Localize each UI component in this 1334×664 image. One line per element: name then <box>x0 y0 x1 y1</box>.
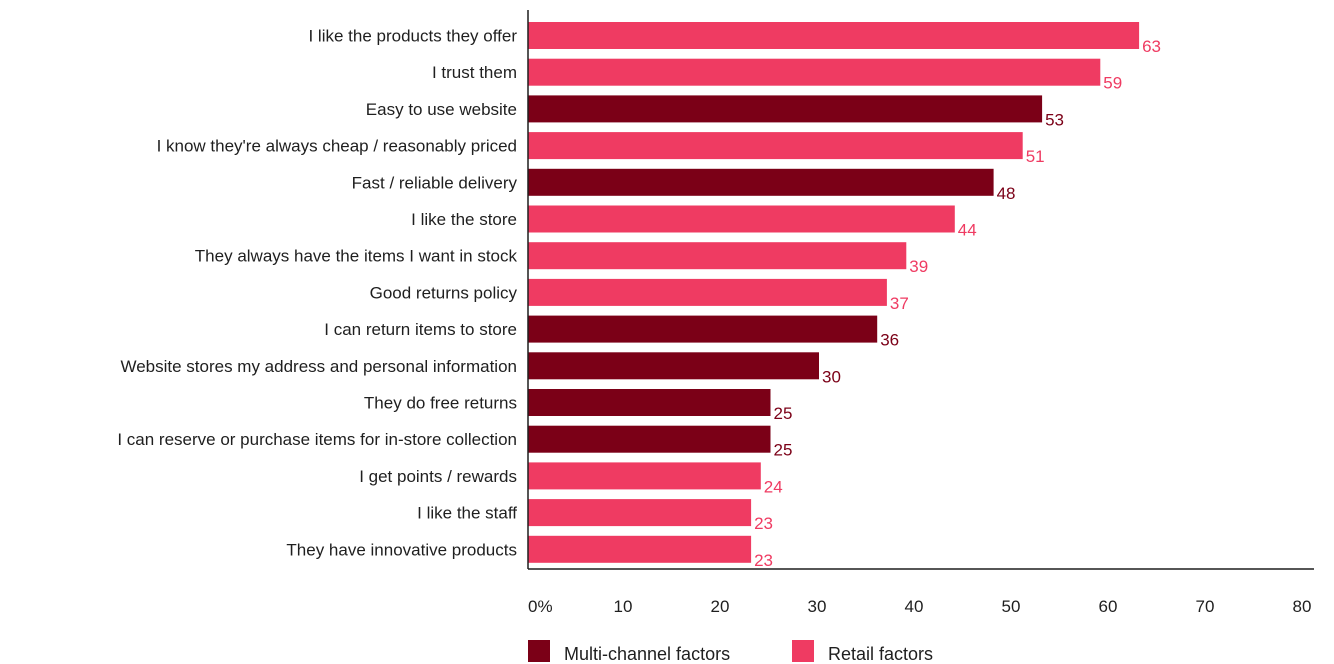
category-label: They have innovative products <box>286 540 517 559</box>
legend: Multi-channel factors Retail factors <box>528 640 933 664</box>
value-label: 36 <box>880 331 899 350</box>
category-label: I can return items to store <box>324 320 517 339</box>
x-tick-label: 30 <box>808 597 827 616</box>
value-label: 37 <box>890 294 909 313</box>
x-tick-label: 60 <box>1099 597 1118 616</box>
bar <box>528 278 887 306</box>
category-label: I trust them <box>432 63 517 82</box>
category-label: Good returns policy <box>370 283 518 302</box>
bar <box>528 462 761 490</box>
category-label: They do free returns <box>364 394 517 413</box>
bar <box>528 95 1043 123</box>
value-label: 53 <box>1045 110 1064 129</box>
value-label: 48 <box>997 184 1016 203</box>
bar <box>528 315 878 343</box>
value-label: 25 <box>774 404 793 423</box>
bar <box>528 425 771 453</box>
category-label: I can reserve or purchase items for in-s… <box>117 430 517 449</box>
category-label: Fast / reliable delivery <box>352 173 518 192</box>
bar <box>528 535 752 563</box>
value-label: 30 <box>822 367 841 386</box>
bar <box>528 168 994 196</box>
category-label: Website stores my address and personal i… <box>120 357 517 376</box>
x-tick-labels: 0% 10 20 30 40 50 60 70 80 <box>528 597 1311 616</box>
bars-group <box>528 22 1140 563</box>
legend-swatch-multi-channel <box>528 640 550 662</box>
bar <box>528 352 819 380</box>
bar <box>528 242 907 270</box>
legend-swatch-retail <box>792 640 814 662</box>
x-tick-label: 70 <box>1196 597 1215 616</box>
value-label: 23 <box>754 551 773 570</box>
value-label: 51 <box>1026 147 1045 166</box>
bar <box>528 499 752 527</box>
x-tick-label: 20 <box>711 597 730 616</box>
bar <box>528 132 1023 160</box>
bar <box>528 205 955 233</box>
x-tick-label: 10 <box>614 597 633 616</box>
category-label: Easy to use website <box>366 100 517 119</box>
x-tick-label: 40 <box>905 597 924 616</box>
category-label: They always have the items I want in sto… <box>195 247 518 266</box>
value-label: 59 <box>1103 74 1122 93</box>
category-label: I like the store <box>411 210 517 229</box>
value-label: 24 <box>764 477 783 496</box>
bar <box>528 22 1140 49</box>
bar <box>528 58 1101 86</box>
category-label: I like the products they offer <box>308 27 517 46</box>
legend-label-retail: Retail factors <box>828 644 933 664</box>
category-label: I get points / rewards <box>359 467 517 486</box>
x-tick-label: 80 <box>1293 597 1312 616</box>
bar <box>528 389 771 416</box>
category-label: I like the staff <box>417 504 517 523</box>
value-label: 44 <box>958 221 977 240</box>
x-tick-label: 50 <box>1002 597 1021 616</box>
value-label: 39 <box>909 257 928 276</box>
legend-label-multi-channel: Multi-channel factors <box>564 644 730 664</box>
value-label: 63 <box>1142 37 1161 56</box>
x-tick-label: 0% <box>528 597 553 616</box>
category-labels: I like the products they offer I trust th… <box>117 27 517 560</box>
category-label: I know they're always cheap / reasonably… <box>157 137 517 156</box>
value-label: 25 <box>774 441 793 460</box>
value-label: 23 <box>754 514 773 533</box>
